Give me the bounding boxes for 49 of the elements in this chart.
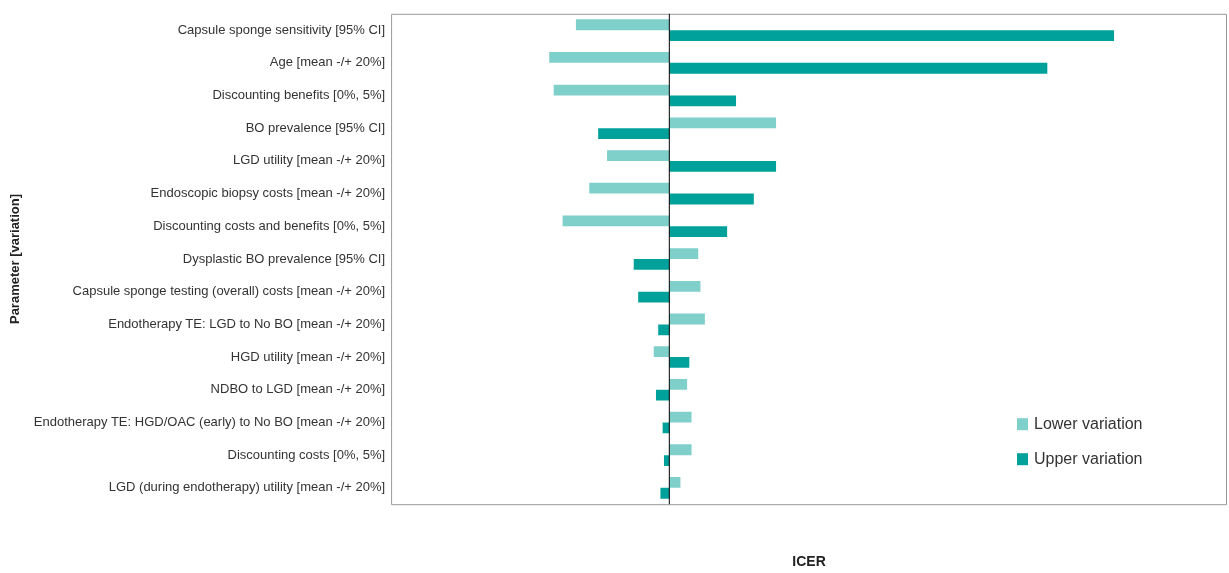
bar	[653, 346, 670, 358]
bar	[669, 117, 777, 129]
y-tick-label: Endotherapy TE: HGD/OAC (early) to No BO [mean -/+ 20%]	[33, 414, 386, 430]
bar	[633, 259, 670, 270]
bar	[669, 62, 1048, 74]
bar	[669, 30, 1115, 41]
legend-label: Lower variation	[1034, 414, 1143, 432]
bar	[598, 128, 670, 140]
y-tick-label: Endotherapy TE: LGD to No BO [mean -/+ 20%]	[108, 315, 386, 331]
bar	[669, 313, 705, 325]
bar	[638, 291, 670, 303]
y-tick-label: Capsule sponge testing (overall) costs [mean -/+ 20%]	[72, 283, 386, 299]
y-tick-label: HGD utility [mean -/+ 20%]	[230, 348, 386, 364]
y-tick-label: Discounting benefits [0%, 5%]	[212, 87, 386, 103]
legend-label: Upper variation	[1034, 449, 1143, 467]
bar	[669, 248, 699, 259]
y-tick-label: Age [mean -/+ 20%]	[269, 54, 386, 70]
bar	[575, 19, 670, 31]
bar	[669, 444, 692, 456]
bar	[669, 226, 728, 238]
bar	[669, 95, 737, 107]
bar	[662, 422, 670, 434]
bar	[669, 411, 692, 423]
bar	[553, 84, 670, 96]
y-tick-label: Capsule sponge sensitivity [95% CI]	[177, 21, 386, 37]
y-tick-label: LGD utility [mean -/+ 20%]	[233, 152, 386, 168]
y-tick-label: BO prevalence [95% CI]	[245, 119, 386, 135]
bar	[562, 215, 670, 227]
bar	[660, 487, 670, 499]
bar	[549, 52, 670, 63]
y-tick-label: Endoscopic biopsy costs [mean -/+ 20%]	[150, 185, 386, 201]
x-axis-title: ICER	[792, 553, 826, 570]
bar	[669, 280, 701, 292]
y-tick-label: LGD (during endotherapy) utility [mean -/+ 20%]	[108, 479, 386, 495]
bar	[669, 477, 681, 488]
y-tick-label: Discounting costs [0%, 5%]	[227, 446, 386, 462]
y-tick-label: Discounting costs and benefits [0%, 5%]	[153, 217, 386, 233]
y-axis-title: Parameter [variation]	[7, 193, 23, 325]
bar	[669, 160, 777, 172]
y-tick-label: Dysplastic BO prevalence [95% CI]	[182, 250, 386, 266]
bar	[589, 182, 670, 194]
bar	[669, 357, 690, 368]
bar	[669, 378, 688, 390]
bar	[658, 324, 670, 336]
bar	[655, 389, 670, 401]
bar	[669, 193, 754, 205]
bar	[663, 455, 670, 466]
bar	[607, 150, 670, 161]
y-tick-label: NDBO to LGD [mean -/+ 20%]	[210, 381, 386, 397]
